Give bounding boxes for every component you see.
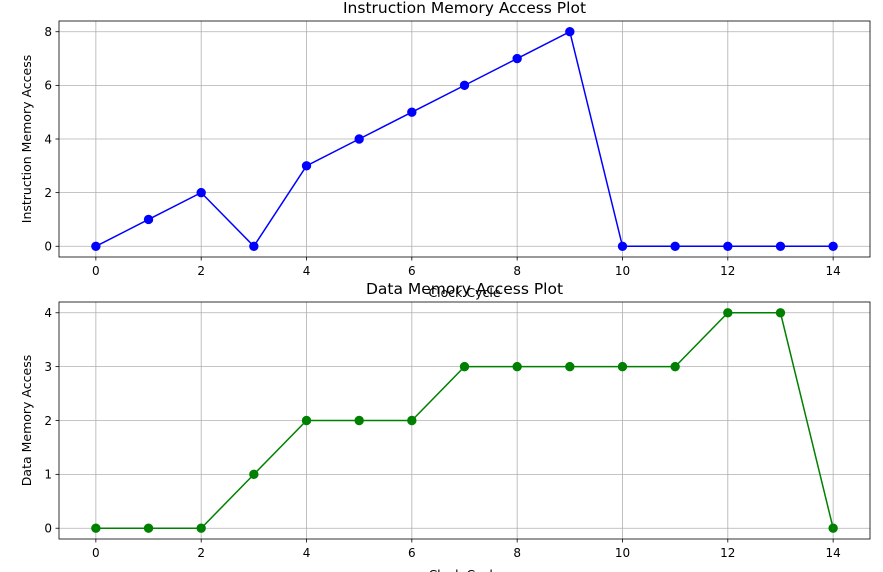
x-tick-label: 14 <box>825 546 840 560</box>
data-point <box>723 241 733 251</box>
y-tick-label: 4 <box>44 306 52 320</box>
data-point <box>828 241 838 251</box>
x-tick-label: 4 <box>303 546 311 560</box>
data-point <box>301 415 312 426</box>
data-point <box>91 523 101 533</box>
x-tick-label: 14 <box>825 264 840 278</box>
data-point <box>143 214 154 225</box>
data-point <box>249 241 259 251</box>
data-point <box>143 523 154 533</box>
data-point <box>617 361 628 372</box>
data-point <box>565 27 575 37</box>
y-tick-label: 4 <box>44 132 52 146</box>
data-point <box>565 361 575 372</box>
chart-title: Instruction Memory Access Plot <box>343 0 586 17</box>
data-point <box>512 53 522 64</box>
x-tick-label: 6 <box>408 264 416 278</box>
data-point <box>407 415 417 426</box>
data-point <box>828 523 838 533</box>
data-point <box>301 161 312 171</box>
data-point <box>775 241 786 251</box>
data-point <box>196 523 206 533</box>
y-tick-label: 0 <box>44 240 52 254</box>
x-tick-label: 10 <box>615 546 630 560</box>
data-point <box>196 187 206 198</box>
y-tick-label: 2 <box>44 414 52 428</box>
x-tick-label: 12 <box>720 264 735 278</box>
y-axis-label: Data Memory Access <box>19 355 34 486</box>
x-tick-label: 0 <box>92 264 100 278</box>
y-tick-label: 1 <box>44 468 52 482</box>
data-point <box>670 361 680 372</box>
x-tick-label: 2 <box>197 264 205 278</box>
data-point <box>617 241 628 251</box>
y-axis-label: Instruction Memory Access <box>19 55 34 223</box>
x-tick-label: 0 <box>92 546 100 560</box>
x-tick-label: 8 <box>513 546 521 560</box>
x-tick-label: 4 <box>303 264 311 278</box>
x-tick-label: 12 <box>720 546 735 560</box>
x-tick-label: 6 <box>408 546 416 560</box>
y-tick-label: 8 <box>44 25 52 39</box>
y-tick-label: 2 <box>44 186 52 200</box>
x-tick-label: 8 <box>513 264 521 278</box>
x-axis-label: Clock Cycle <box>428 285 500 300</box>
data-point <box>512 361 522 372</box>
data-point <box>723 308 733 318</box>
y-tick-label: 3 <box>44 360 52 374</box>
data-point <box>459 80 470 91</box>
x-tick-label: 10 <box>615 264 630 278</box>
data-point <box>249 469 259 480</box>
chart-2: 0246810121401234Clock CycleData Memory A… <box>19 301 871 572</box>
chart-1: 0 2 4 6 8 10 12 14 0 2 4 6 8 Clock Cycle Instruction M… <box>19 20 871 300</box>
data-point <box>354 134 364 144</box>
chart-title: Data Memory Access Plot <box>366 280 563 298</box>
data-point <box>91 241 101 251</box>
x-axis-label: Clock Cycle <box>428 567 500 572</box>
data-point <box>354 415 364 426</box>
x-tick-label: 2 <box>197 546 205 560</box>
data-point <box>670 241 680 251</box>
data-point <box>407 107 417 117</box>
y-tick-label: 6 <box>44 79 52 93</box>
y-tick-label: 0 <box>44 522 52 536</box>
data-point <box>459 361 470 372</box>
data-point <box>775 308 786 318</box>
